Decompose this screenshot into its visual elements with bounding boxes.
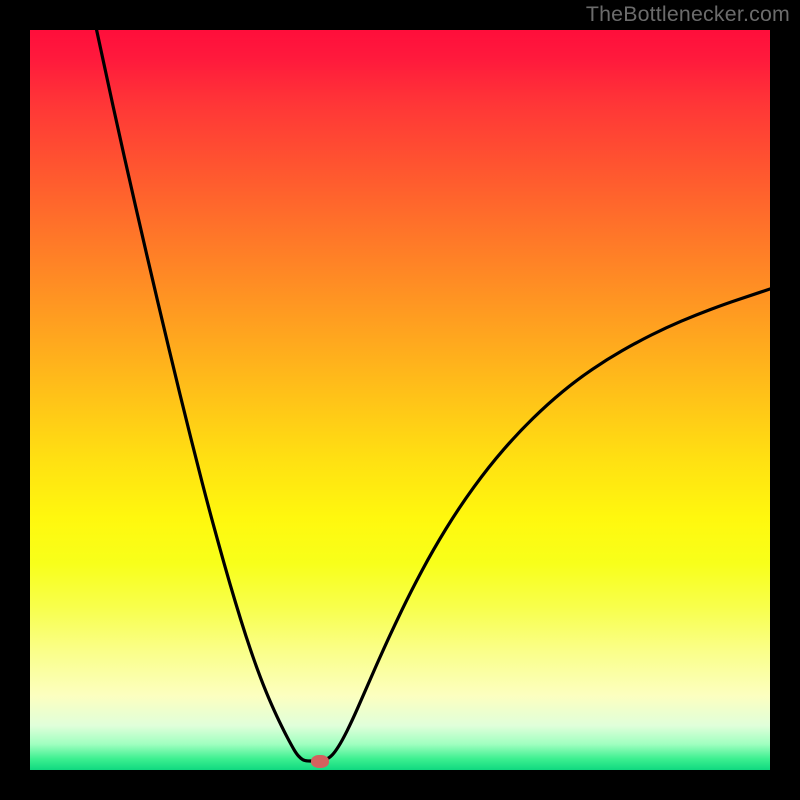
chart-svg bbox=[30, 30, 770, 770]
chart-frame: TheBottlenecker.com bbox=[0, 0, 800, 800]
plot-area bbox=[30, 30, 770, 770]
chart-background bbox=[30, 30, 770, 770]
watermark-text: TheBottlenecker.com bbox=[586, 2, 790, 27]
optimal-point-marker bbox=[311, 755, 329, 768]
